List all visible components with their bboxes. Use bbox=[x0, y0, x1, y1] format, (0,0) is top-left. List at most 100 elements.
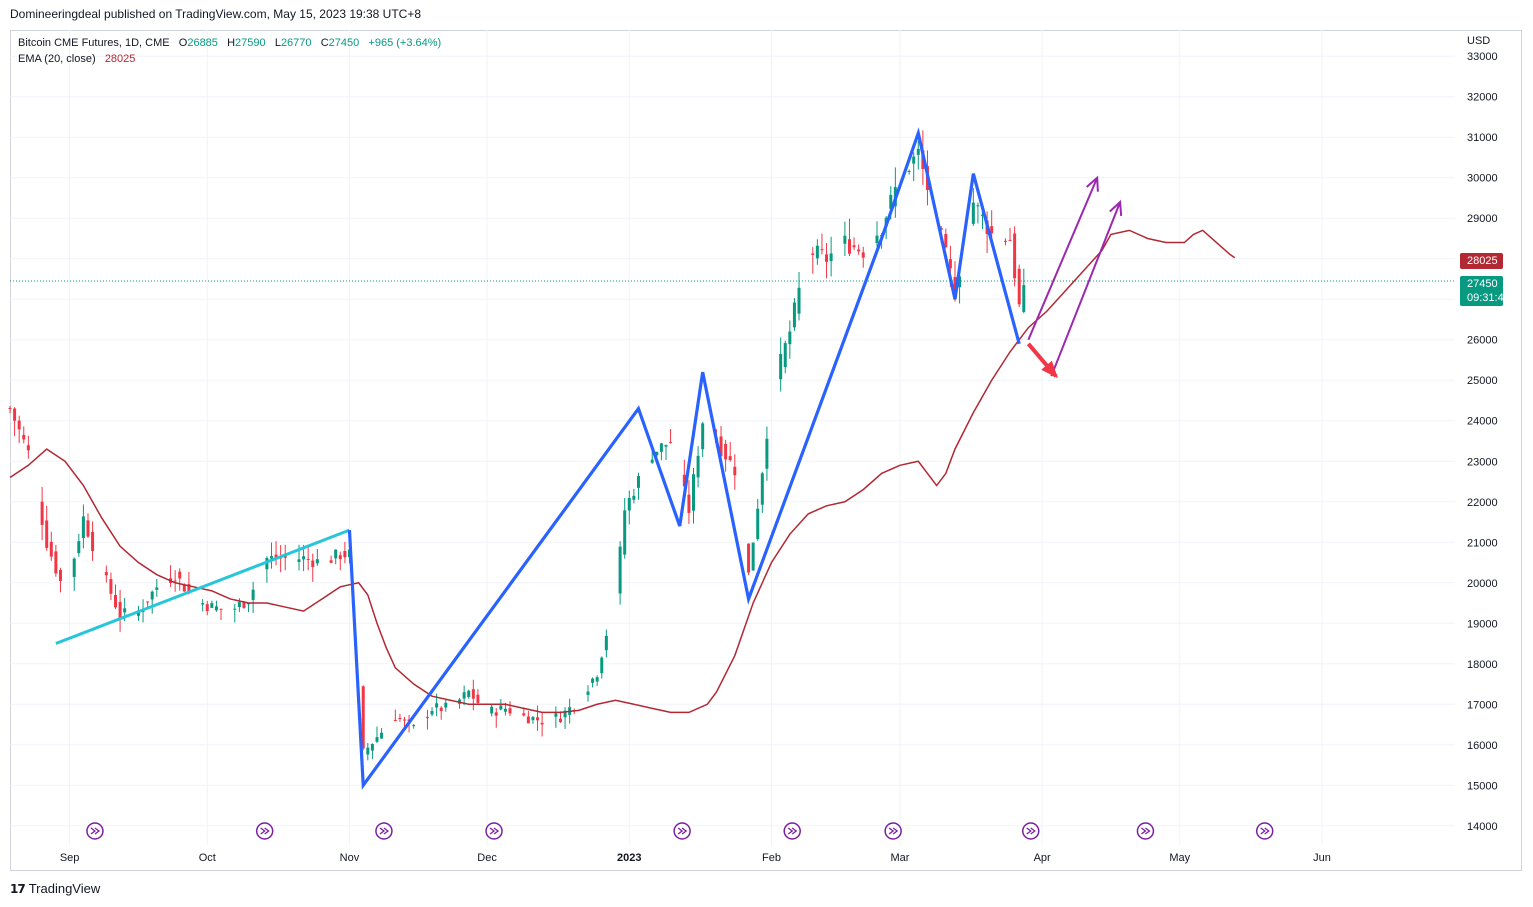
projection-up-arrow-2 bbox=[1050, 201, 1122, 377]
event-marker-glyph bbox=[489, 827, 500, 835]
candle-body bbox=[650, 459, 654, 463]
candle-body bbox=[852, 245, 856, 248]
event-marker-icon[interactable] bbox=[86, 822, 104, 840]
candle-body bbox=[944, 233, 948, 248]
event-marker-icon[interactable] bbox=[1136, 822, 1155, 840]
candle-body bbox=[747, 543, 751, 573]
candle-body bbox=[435, 703, 439, 708]
x-tick-label: Jun bbox=[1313, 852, 1331, 864]
candle-body bbox=[857, 249, 861, 252]
x-tick-label: Apr bbox=[1034, 852, 1051, 864]
candle-body bbox=[8, 407, 12, 409]
footer-brand[interactable]: 𝟭𝟳 TradingView bbox=[10, 881, 100, 896]
candle-body bbox=[889, 194, 893, 209]
event-marker-icon[interactable] bbox=[1255, 822, 1274, 840]
candle-body bbox=[26, 445, 30, 451]
event-marker-glyph bbox=[787, 827, 798, 835]
candle-body bbox=[114, 594, 118, 608]
candle-body bbox=[306, 558, 310, 560]
candle-body bbox=[811, 253, 815, 255]
candle-body bbox=[728, 456, 732, 461]
tradingview-logo-icon: 𝟭𝟳 bbox=[10, 881, 26, 896]
candle-body bbox=[393, 719, 397, 721]
projection-up-arrow-2-head bbox=[1109, 199, 1123, 217]
candle-body bbox=[123, 608, 127, 613]
event-marker-glyph bbox=[1260, 827, 1270, 835]
y-tick-label: 16000 bbox=[1467, 740, 1498, 752]
candle-body bbox=[214, 606, 218, 611]
candle-body bbox=[595, 677, 599, 682]
event-marker-icon[interactable] bbox=[884, 822, 902, 840]
candle-body bbox=[604, 635, 608, 651]
candle-body bbox=[701, 423, 705, 450]
candle-body bbox=[476, 694, 480, 703]
candle-body bbox=[187, 584, 191, 593]
candle-body bbox=[503, 708, 507, 712]
legend-open: 26885 bbox=[187, 37, 218, 49]
y-tick-label: 31000 bbox=[1467, 132, 1498, 144]
candle-body bbox=[490, 706, 494, 714]
candle-body bbox=[1017, 268, 1021, 305]
candle-body bbox=[366, 747, 370, 755]
candle-body bbox=[558, 718, 562, 723]
candle-body bbox=[178, 571, 182, 579]
event-markers bbox=[86, 822, 1274, 840]
legend-open-label: O bbox=[178, 37, 188, 49]
ema-price-badge: 28025 bbox=[1460, 253, 1503, 269]
last-price-badge: 27450 09:31:46 bbox=[1460, 276, 1510, 306]
candle-body bbox=[760, 473, 764, 505]
candle-body bbox=[779, 353, 783, 380]
candle-body bbox=[682, 474, 686, 487]
candle-body bbox=[526, 716, 530, 724]
y-tick-label: 15000 bbox=[1467, 780, 1498, 792]
event-marker-icon[interactable] bbox=[1021, 822, 1040, 840]
y-tick-label: 24000 bbox=[1467, 416, 1498, 428]
event-marker-icon[interactable] bbox=[783, 822, 801, 840]
x-tick-label: May bbox=[1169, 852, 1190, 864]
candle-body bbox=[990, 226, 994, 234]
candle-body bbox=[659, 443, 663, 452]
candle-body bbox=[338, 555, 342, 560]
candle-body bbox=[655, 451, 659, 456]
trendline bbox=[55, 528, 351, 645]
candle-body bbox=[1003, 240, 1007, 242]
candle-body bbox=[237, 602, 241, 607]
candle-body bbox=[751, 542, 755, 571]
event-marker-icon[interactable] bbox=[375, 822, 393, 840]
y-tick-label: 21000 bbox=[1467, 537, 1498, 549]
candle-body bbox=[58, 569, 62, 582]
candle-body bbox=[311, 560, 315, 568]
chart-frame[interactable] bbox=[10, 30, 1522, 871]
candle-body bbox=[783, 343, 787, 368]
legend-ema-value: 28025 bbox=[104, 53, 136, 65]
candle-body bbox=[971, 202, 975, 224]
candle-body bbox=[146, 601, 150, 603]
candle-body bbox=[274, 554, 278, 560]
legend-close-label: C bbox=[320, 37, 329, 49]
candle-body bbox=[788, 331, 792, 345]
event-marker-icon[interactable] bbox=[673, 822, 691, 840]
candle-body bbox=[40, 501, 44, 525]
y-tick-label: 18000 bbox=[1467, 659, 1498, 671]
legend-low: 26770 bbox=[280, 37, 312, 49]
candle-body bbox=[150, 591, 154, 600]
y-tick-label: 32000 bbox=[1467, 92, 1498, 104]
candle-body bbox=[623, 510, 627, 555]
candle-body bbox=[958, 276, 962, 288]
candle-body bbox=[297, 559, 301, 563]
legend-symbol: Bitcoin CME Futures, 1D, CME bbox=[18, 37, 170, 49]
candle-body bbox=[843, 235, 847, 244]
candle-body bbox=[72, 558, 76, 577]
event-marker-icon[interactable] bbox=[485, 822, 503, 840]
candle-body bbox=[618, 546, 622, 594]
candle-body bbox=[875, 235, 879, 244]
event-marker-glyph bbox=[677, 827, 688, 835]
candle-body bbox=[756, 508, 760, 539]
y-tick-label: 22000 bbox=[1467, 497, 1498, 509]
legend-change: +965 (+3.64%) bbox=[368, 37, 442, 49]
y-tick-label: 33000 bbox=[1467, 51, 1498, 63]
event-marker-icon[interactable] bbox=[255, 822, 274, 840]
candle-body bbox=[265, 558, 269, 570]
candle-body bbox=[219, 608, 223, 610]
